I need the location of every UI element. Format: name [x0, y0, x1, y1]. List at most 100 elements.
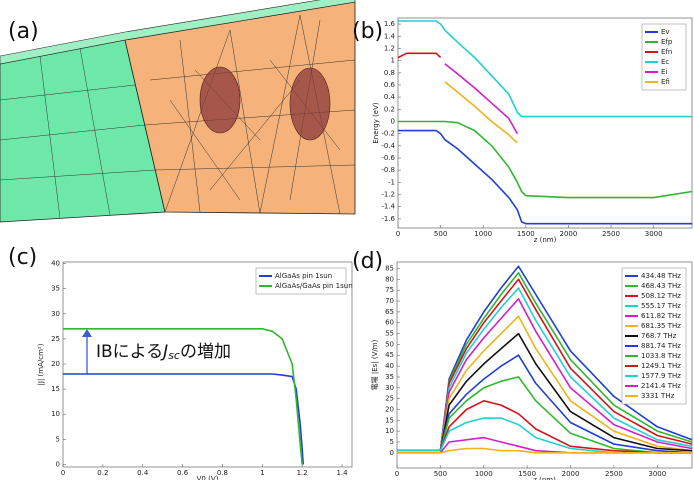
legend-label: 611.82 THz — [641, 312, 681, 320]
y-tick-label: 45 — [385, 351, 394, 359]
x-tick-label: 1000 — [474, 230, 492, 238]
x-tick-label: 0 — [61, 469, 65, 477]
legend-label: Ev — [661, 28, 670, 36]
y-tick-label: 0.4 — [384, 93, 396, 101]
legend-label: 1577.9 THz — [641, 372, 681, 380]
line-series — [397, 315, 693, 452]
legend-label: 555.17 THz — [641, 302, 681, 310]
x-tick-label: 500 — [434, 470, 447, 478]
panel-label: (a) — [8, 19, 39, 44]
y-tick-label: -0.4 — [381, 142, 395, 150]
panel-label: (c) — [8, 245, 37, 270]
x-tick-label: 3000 — [648, 470, 666, 478]
y-tick-label: 30 — [385, 384, 394, 392]
x-tick-label: 0.6 — [177, 469, 189, 477]
panel-label: (b) — [352, 19, 383, 44]
y-tick-label: 10 — [51, 410, 60, 418]
line-series — [397, 376, 692, 454]
x-tick-label: 2500 — [605, 470, 623, 478]
annotation-text: IBによる — [96, 342, 163, 362]
y-tick-label: 35 — [51, 285, 60, 293]
annotation-text: sc — [168, 349, 180, 362]
x-tick-label: 3000 — [645, 230, 663, 238]
y-tick-label: 10 — [385, 427, 394, 435]
x-tick-label: 2000 — [560, 230, 578, 238]
line-series — [397, 332, 693, 452]
y-tick-label: 0.8 — [384, 69, 395, 77]
y-tick-label: -1.6 — [381, 215, 395, 223]
y-axis-label: |J| (mA/cm²) — [37, 343, 45, 385]
x-tick-label: 1.4 — [336, 469, 348, 477]
legend-label: 681.35 THz — [641, 322, 681, 330]
annotation: IBによるJscの増加 — [96, 342, 231, 362]
y-tick-label: 75 — [385, 286, 394, 294]
y-tick-label: 40 — [385, 362, 394, 370]
y-axis-label: 電場 |Es| (V/m) — [370, 339, 379, 390]
legend-label: AlGaAs/GaAs pin 1sun — [275, 282, 353, 290]
plot-frame — [62, 261, 353, 468]
x-axis-label: V0 (V) — [197, 475, 219, 480]
y-tick-label: 20 — [385, 405, 394, 413]
y-tick-label: 50 — [385, 340, 394, 348]
line-series — [398, 120, 693, 199]
x-tick-label: 0 — [396, 230, 400, 238]
legend-label: Efi — [661, 78, 670, 86]
legend-label: 508.12 THz — [641, 292, 681, 300]
line-series — [63, 328, 303, 465]
line-series — [63, 373, 304, 465]
y-axis-label: Energy (eV) — [372, 102, 380, 144]
legend-box — [641, 23, 687, 91]
x-tick-label: 0.2 — [97, 469, 108, 477]
annotation-text: J — [160, 342, 168, 362]
legend-label: 768.7 THz — [641, 332, 677, 340]
x-axis-label: z (nm) — [534, 236, 557, 244]
y-tick-label: 30 — [51, 310, 60, 318]
y-tick-label: 0.6 — [384, 81, 396, 89]
x-tick-label: 0 — [395, 470, 399, 478]
y-tick-label: 1 — [391, 57, 395, 65]
y-tick-label: -0.2 — [381, 130, 395, 138]
y-tick-label: 55 — [385, 330, 394, 338]
legend-label: Ei — [661, 68, 667, 76]
y-tick-label: 20 — [51, 360, 60, 368]
line-series — [398, 129, 692, 225]
legend-label: 3331 THz — [641, 392, 675, 400]
y-tick-label: 15 — [51, 385, 60, 393]
y-tick-label: 0 — [56, 460, 60, 468]
y-tick-label: 65 — [385, 308, 394, 316]
x-tick-label: 2000 — [562, 470, 580, 478]
x-tick-label: 0.4 — [137, 469, 149, 477]
x-tick-label: 1500 — [518, 470, 536, 478]
annotation-arrowhead — [82, 329, 92, 337]
y-tick-label: 25 — [51, 335, 60, 343]
y-tick-label: -1.2 — [381, 191, 395, 199]
legend-label: AlGaAs pin 1sun — [275, 272, 332, 280]
x-tick-label: 1500 — [517, 230, 535, 238]
x-axis-label: z (nm) — [533, 476, 556, 480]
line-series — [397, 52, 442, 59]
legend-label: 1249.1 THz — [641, 362, 681, 370]
y-tick-label: 1.4 — [384, 32, 396, 40]
x-tick-label: 0.8 — [217, 469, 228, 477]
y-tick-label: -1.4 — [381, 203, 395, 211]
y-tick-label: 15 — [385, 416, 394, 424]
y-tick-label: -0.8 — [381, 166, 395, 174]
legend-label: 434.48 THz — [641, 272, 681, 280]
line-series — [397, 400, 692, 454]
line-series — [444, 81, 518, 144]
line-series — [398, 20, 692, 118]
panel-label: (d) — [352, 249, 383, 274]
x-tick-label: 1 — [260, 469, 264, 477]
line-series — [397, 447, 692, 454]
legend-box — [255, 267, 347, 295]
x-tick-label: 2500 — [602, 230, 620, 238]
y-tick-label: -0.6 — [381, 154, 395, 162]
legend-label: Efn — [661, 48, 672, 56]
y-tick-label: 0 — [391, 117, 395, 125]
y-tick-label: 85 — [385, 265, 394, 273]
y-tick-label: 80 — [385, 275, 394, 283]
x-tick-label: 1.2 — [297, 469, 308, 477]
y-tick-label: -1 — [388, 178, 395, 186]
y-tick-label: 0 — [390, 449, 394, 457]
